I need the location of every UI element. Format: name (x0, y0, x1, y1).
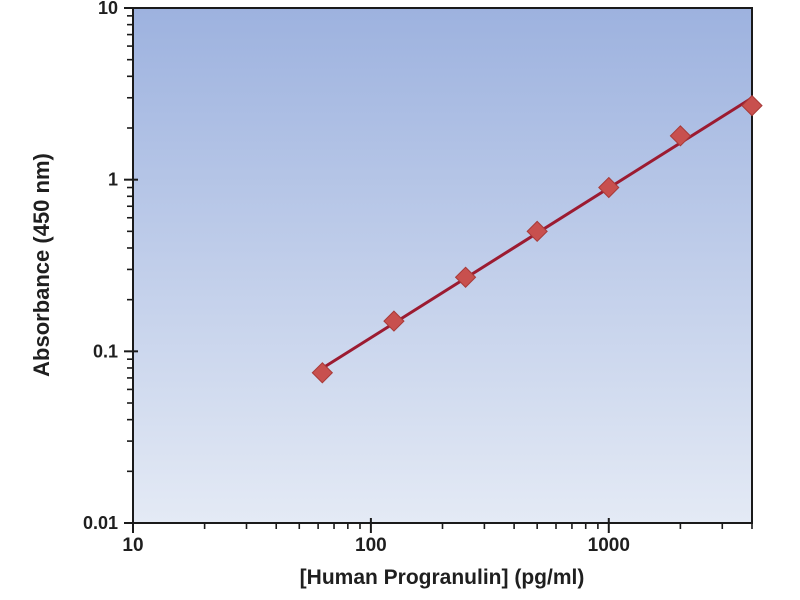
data-point-marker (598, 176, 620, 199)
data-point-marker (383, 310, 405, 332)
y-axis-title: Absorbance (450 nm) (29, 153, 54, 377)
y-tick-label: 1 (108, 170, 118, 190)
data-point-marker (526, 220, 548, 243)
plot-area (132, 7, 753, 524)
x-axis-title: [Human Progranulin] (pg/ml) (299, 566, 585, 589)
x-tick-label: 1000 (588, 535, 630, 556)
data-point-marker (669, 125, 692, 147)
data-point-marker (454, 266, 477, 288)
data-point-marker (311, 362, 334, 384)
data-point-marker (741, 94, 763, 117)
y-tick-label: 0.01 (83, 513, 118, 533)
x-tick-label: 100 (355, 535, 387, 556)
y-tick-label: 0.1 (93, 341, 118, 361)
y-tick-label: 10 (98, 0, 118, 18)
x-tick-label: 10 (122, 535, 143, 556)
